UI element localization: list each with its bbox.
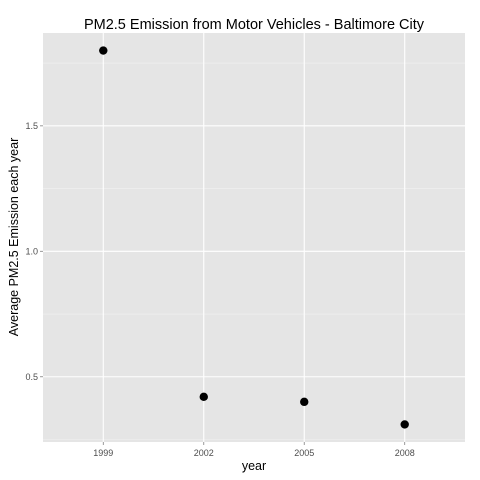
data-point: [199, 392, 208, 402]
x-tick-label: 2002: [194, 448, 214, 458]
y-tick-label: 1.5: [25, 121, 38, 131]
minor-gridlines: [43, 62, 465, 440]
data-point: [300, 397, 309, 407]
x-tick-label: 1999: [93, 448, 113, 458]
y-axis-ticks: 0.5 1.0 1.5: [25, 121, 43, 382]
x-tick-label: 2005: [294, 448, 314, 458]
y-axis-title: Average PM2.5 Emission each year: [7, 138, 21, 336]
x-tick-label: 2008: [395, 448, 415, 458]
x-axis-title: year: [242, 459, 266, 473]
data-point: [400, 420, 409, 429]
data-points: [99, 46, 409, 429]
y-tick-label: 0.5: [25, 372, 38, 382]
chart-title: PM2.5 Emission from Motor Vehicles - Bal…: [84, 17, 425, 33]
y-tick-label: 1.0: [25, 246, 38, 256]
x-axis-ticks: 1999 2002 2005 2008: [93, 442, 415, 458]
major-gridlines: [43, 33, 465, 442]
data-point: [99, 46, 108, 55]
plot-panel: [43, 33, 465, 442]
